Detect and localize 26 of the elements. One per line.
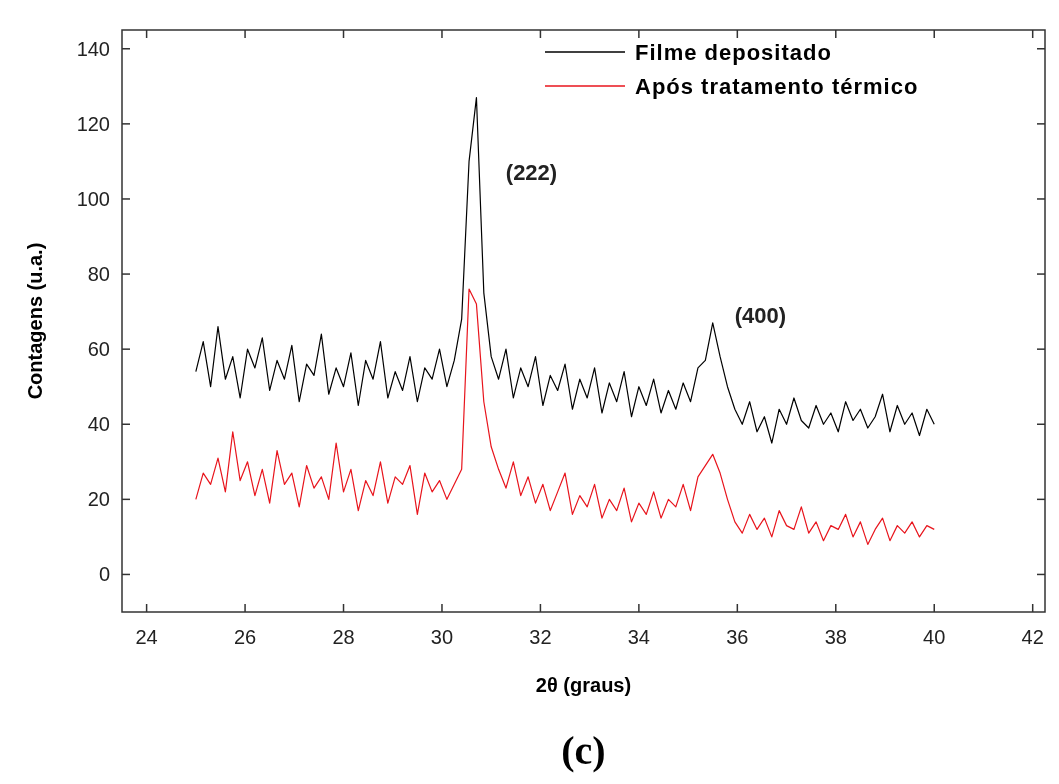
y-tick-label: 20 xyxy=(87,488,110,511)
x-tick-label: 30 xyxy=(430,626,454,648)
y-tick-label: 60 xyxy=(87,338,110,361)
x-tick-label: 42 xyxy=(1021,626,1044,648)
y-tick-label: 120 xyxy=(76,112,110,135)
x-tick-label: 32 xyxy=(529,626,552,648)
x-axis-title: 2θ (graus) xyxy=(535,674,632,696)
annotation: (222) xyxy=(505,160,558,186)
x-tick-label: 24 xyxy=(135,626,158,648)
x-tick-label: 38 xyxy=(824,626,847,648)
y-tick-label: 140 xyxy=(76,37,110,60)
y-tick-label: 100 xyxy=(76,187,110,210)
legend-label: Filme depositado xyxy=(635,40,832,65)
annotation: (400) xyxy=(734,302,787,328)
legend-label: Após tratamento térmico xyxy=(635,74,919,99)
x-tick-label: 26 xyxy=(233,626,257,648)
y-tick-label: 40 xyxy=(87,413,110,436)
x-tick-label: 40 xyxy=(923,626,946,648)
x-tick-label: 28 xyxy=(332,626,355,648)
y-tick-label: 0 xyxy=(98,563,110,586)
line-series xyxy=(195,288,935,546)
text: (c) xyxy=(561,728,606,773)
y-axis-title: Contagens (u.a.) xyxy=(24,242,46,400)
x-tick-label: 36 xyxy=(726,626,749,648)
y-tick-label: 80 xyxy=(87,263,110,286)
x-tick-label: 34 xyxy=(627,626,651,648)
